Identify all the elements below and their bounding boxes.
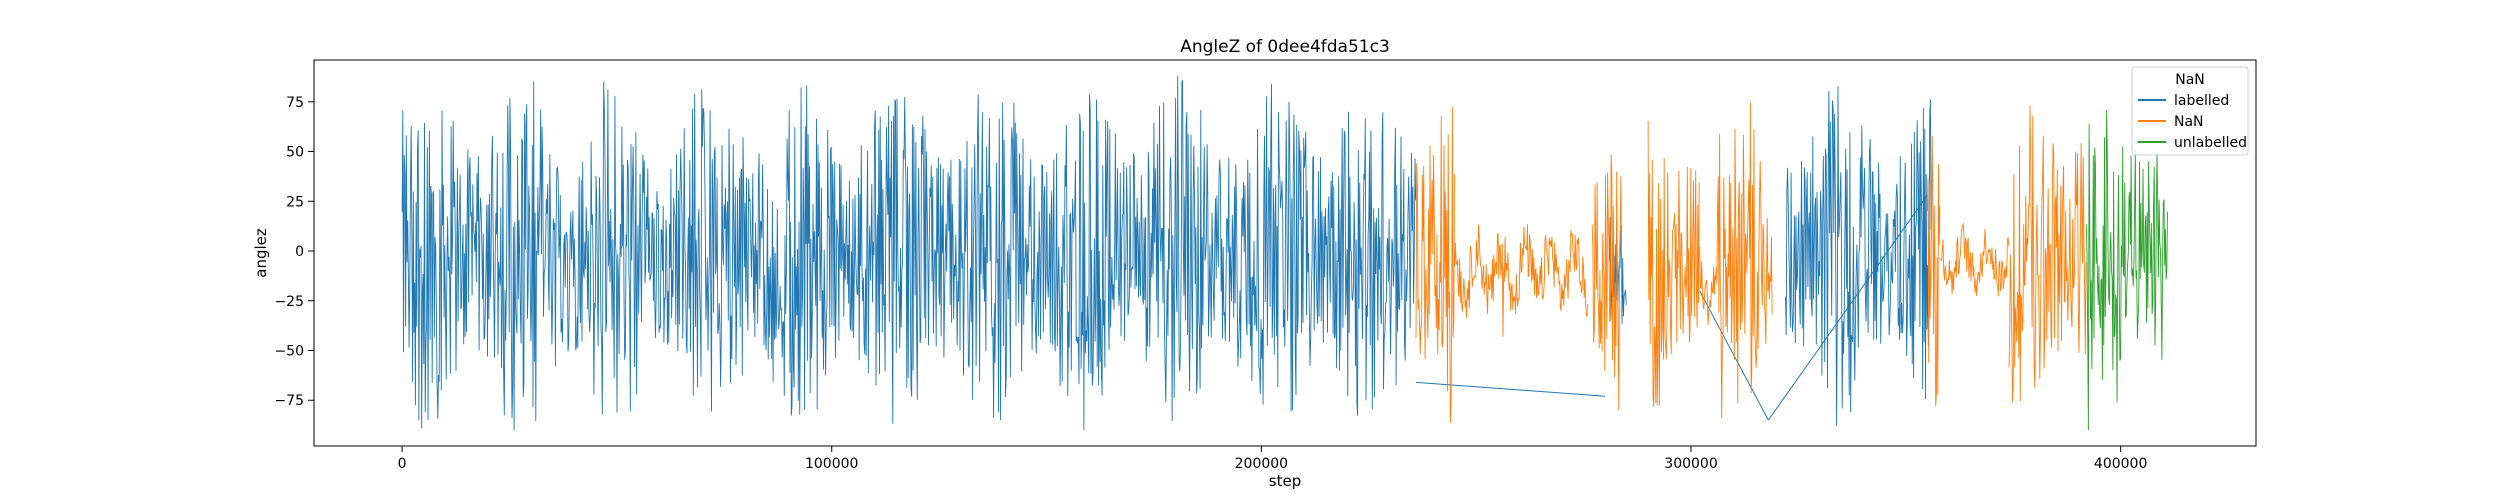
x-tick-label: 200000	[1235, 456, 1288, 472]
series-nan-segment	[1454, 224, 1589, 337]
y-tick-label: 25	[286, 194, 304, 210]
x-tick-label: 0	[398, 456, 407, 472]
series-nan-segment	[1591, 154, 1623, 411]
series-nan	[1415, 102, 2087, 424]
legend-title: NaN	[2175, 72, 2205, 88]
y-tick-label: −75	[274, 393, 304, 409]
legend-entry-nan: NaN	[2174, 114, 2204, 130]
series-nan-segment	[1647, 120, 1700, 408]
series-labelled-segment	[1785, 86, 1932, 427]
legend: NaN labelled NaN unlabelled	[2131, 66, 2249, 156]
series-unlabelled-segment	[2085, 109, 2168, 431]
series-nan-segment	[1415, 106, 1455, 424]
series-nan-segment	[1926, 135, 1941, 407]
y-axis-ticks: −75 −50 −25 0 25 50 75	[274, 95, 314, 409]
x-tick-label: 100000	[805, 456, 858, 472]
chart-title: AngleZ of 0dee4fda51c3	[1180, 37, 1390, 57]
y-axis-label: anglez	[252, 228, 270, 278]
series-labelled	[401, 75, 1932, 431]
y-tick-label: 50	[286, 145, 304, 161]
y-tick-label: −50	[274, 343, 304, 359]
x-axis-ticks: 0 100000 200000 300000 400000	[398, 446, 2147, 472]
y-tick-label: 0	[295, 244, 304, 260]
legend-entry-labelled: labelled	[2174, 93, 2229, 109]
series-unlabelled	[2085, 109, 2168, 431]
series-labelled-connector	[1416, 381, 1606, 397]
x-axis-label: step	[1269, 472, 1301, 490]
series-labelled-connector	[1767, 195, 1928, 421]
plot-frame	[313, 59, 2257, 447]
series-nan-segment	[1716, 102, 1773, 419]
y-tick-label: −25	[274, 294, 304, 310]
x-tick-label: 400000	[2094, 456, 2147, 472]
x-tick-label: 300000	[1664, 456, 1717, 472]
plot-series	[401, 75, 2168, 431]
series-nan-segment	[1699, 246, 1717, 325]
series-nan-segment	[2008, 105, 2087, 402]
legend-entry-unlabelled: unlabelled	[2174, 135, 2247, 151]
y-tick-label: 75	[286, 95, 304, 111]
legend-box	[2131, 66, 2249, 156]
series-nan-segment	[1940, 222, 2010, 297]
series-labelled-segment	[401, 75, 1417, 431]
